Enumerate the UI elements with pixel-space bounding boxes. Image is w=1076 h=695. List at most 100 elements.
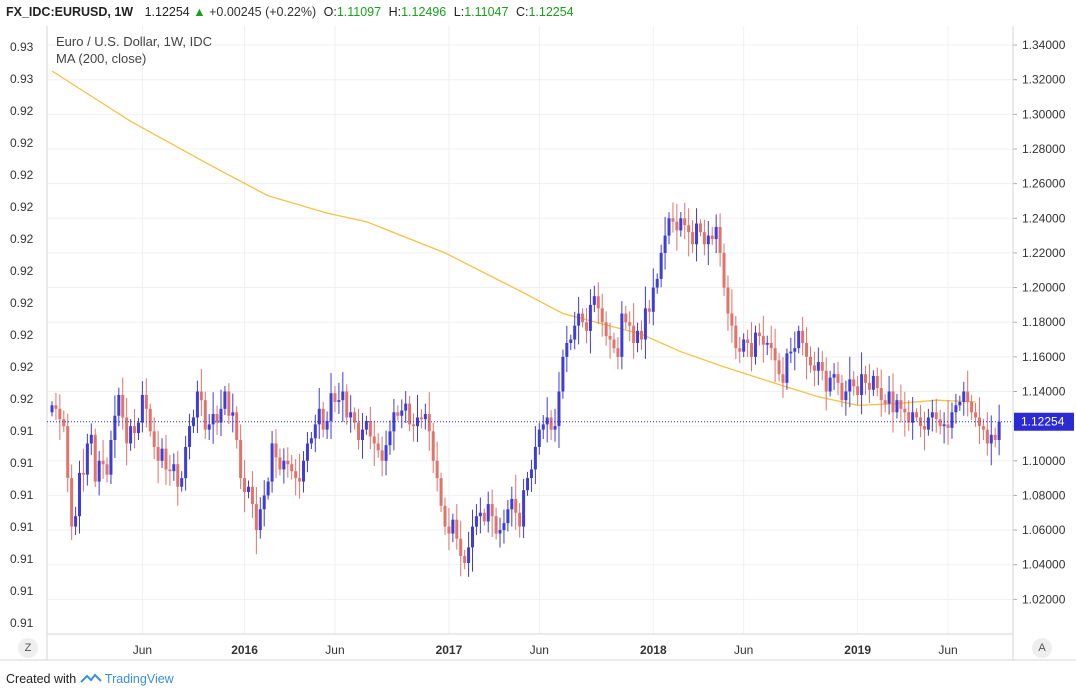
candle-body: [832, 374, 836, 378]
candle-body: [148, 408, 152, 432]
candle-body: [659, 252, 663, 279]
candle-body: [581, 313, 585, 323]
right-axis-label: 1.24000: [1022, 211, 1066, 225]
candle-body: [962, 391, 966, 402]
candle-body: [290, 464, 294, 472]
time-axis-label: 2016: [231, 643, 258, 657]
left-axis-label: 0.92: [10, 296, 34, 310]
candle-body: [643, 308, 647, 340]
symbol-name: FX_IDC:EURUSD, 1W: [6, 5, 134, 19]
candle-body: [989, 434, 993, 444]
candle-body: [840, 382, 844, 401]
candle-body: [321, 408, 325, 430]
candle-body: [294, 471, 298, 479]
candle-body: [628, 322, 632, 326]
auto-scale-button[interactable]: A: [1032, 638, 1052, 658]
candle-body: [278, 457, 282, 470]
candle-body: [742, 339, 746, 352]
time-axis-label: Jun: [938, 643, 957, 657]
left-price-axis[interactable]: 0.93 0.93 0.92 0.92 0.92 0.92 0.92 0.92 0.92 0.92…: [10, 40, 34, 630]
candle-body: [423, 414, 427, 420]
candle-body: [522, 490, 526, 527]
tradingview-brand[interactable]: TradingView: [104, 672, 174, 686]
candle-body: [620, 313, 624, 357]
candle-body: [152, 431, 156, 447]
candle-body: [266, 481, 270, 496]
candle-body: [239, 439, 243, 479]
candle-body: [695, 223, 699, 245]
candle-body: [463, 556, 467, 563]
candle-body: [632, 325, 636, 343]
candle-body: [305, 443, 309, 461]
candle-body: [459, 538, 463, 557]
candle-body: [698, 223, 702, 233]
candle-body: [801, 330, 805, 343]
candle-body: [891, 391, 895, 413]
left-axis-label: 0.92: [10, 232, 34, 246]
candle-body: [235, 412, 239, 440]
candle-body: [636, 330, 640, 343]
candle-body: [773, 348, 777, 361]
left-axis-label: 0.91: [10, 456, 34, 470]
candle-body: [164, 448, 168, 470]
candle-body: [101, 460, 105, 465]
candle-body: [844, 391, 848, 401]
right-axis-label: 1.22000: [1022, 246, 1066, 260]
candle-body: [215, 414, 219, 423]
candle-body: [400, 410, 404, 416]
candle-body: [958, 401, 962, 406]
candle-body: [875, 375, 879, 389]
candle-body: [353, 412, 357, 423]
candle-body: [812, 365, 816, 371]
left-axis-label: 0.91: [10, 584, 34, 598]
tradingview-logo-icon[interactable]: [79, 672, 102, 687]
right-axis-label: 1.16000: [1022, 350, 1066, 364]
high-value: 1.12496: [401, 5, 447, 19]
candle-body: [915, 412, 919, 418]
candle-body: [109, 439, 113, 475]
candle-body: [490, 504, 494, 517]
candle-body: [828, 377, 832, 392]
candle-body: [675, 221, 679, 231]
candle-body: [274, 443, 278, 458]
candle-body: [298, 478, 302, 482]
left-axis-label: 0.92: [10, 392, 34, 406]
candle-body: [541, 424, 545, 430]
candle-body: [156, 446, 160, 461]
right-price-axis[interactable]: 1.34000 1.32000 1.30000 1.28000 1.26000 1.240…: [1013, 38, 1066, 606]
candle-body: [789, 351, 793, 354]
candle-body: [899, 400, 903, 409]
candle-body: [231, 412, 235, 416]
right-axis-label: 1.28000: [1022, 142, 1066, 156]
candle-body: [557, 391, 561, 427]
candle-body: [710, 235, 714, 240]
candle-body: [62, 419, 66, 427]
candle-body: [81, 472, 85, 475]
candle-body: [317, 408, 321, 425]
left-axis-label: 0.92: [10, 168, 34, 182]
candle-body: [309, 438, 313, 444]
time-axis[interactable]: Jun 2016 Jun 2017 Jun 2018 Jun 2019 Jun: [133, 643, 958, 657]
candle-body: [376, 443, 380, 451]
candle-body: [207, 424, 211, 430]
candle-body: [89, 434, 93, 444]
candle-body: [54, 405, 58, 409]
time-axis-label: Jun: [133, 643, 152, 657]
candle-body: [431, 431, 435, 461]
candle-body: [85, 443, 89, 475]
candle-body: [372, 436, 376, 444]
candle-body: [412, 424, 416, 427]
right-axis-label: 1.34000: [1022, 38, 1066, 52]
candle-body: [443, 505, 447, 527]
candle-body: [895, 400, 899, 413]
candle-body: [753, 332, 757, 357]
candle-body: [577, 313, 581, 326]
candle-body: [730, 313, 734, 326]
created-with-label: Created with: [6, 672, 77, 686]
candle-body: [455, 519, 459, 539]
up-arrow-icon: ▲: [193, 5, 206, 19]
zoom-reset-button[interactable]: Z: [18, 638, 38, 658]
time-axis-label: 2017: [436, 643, 463, 657]
indicator-label: MA (200, close): [56, 51, 146, 66]
low-value: 1.11047: [464, 5, 509, 19]
